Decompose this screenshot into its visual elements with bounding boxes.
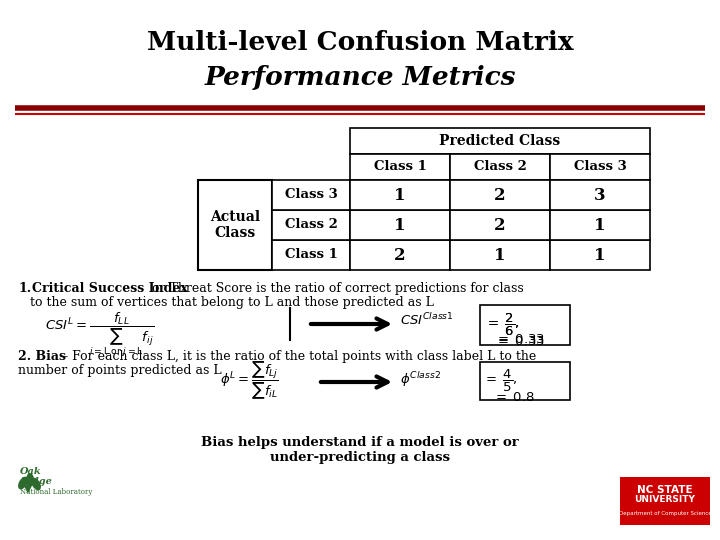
Text: 1: 1: [494, 246, 505, 264]
Text: $=\;\dfrac{2}{6},$: $=\;\dfrac{2}{6},$: [485, 312, 520, 338]
Bar: [450, 240, 550, 270]
Text: Ridge: Ridge: [20, 477, 52, 486]
Text: 2: 2: [394, 246, 406, 264]
Text: 2. Bias: 2. Bias: [18, 350, 66, 363]
Bar: [550, 180, 650, 210]
Text: $\phi^L = \dfrac{\sum f_{Lj}}{\sum f_{iL}}$: $\phi^L = \dfrac{\sum f_{Lj}}{\sum f_{iL…: [220, 360, 279, 402]
Text: $=\;\dfrac{2}{6},$: $=\;\dfrac{2}{6},$: [485, 312, 520, 338]
Text: $=\;\dfrac{4}{5},$: $=\;\dfrac{4}{5},$: [483, 368, 518, 394]
Bar: [350, 128, 650, 154]
Text: Actual
Class: Actual Class: [210, 210, 260, 240]
Bar: [450, 154, 550, 180]
Bar: [350, 154, 450, 180]
Ellipse shape: [26, 473, 34, 487]
Text: Class 3: Class 3: [284, 188, 338, 201]
Bar: [450, 180, 550, 210]
Text: Class 1: Class 1: [284, 248, 338, 261]
Bar: [350, 180, 450, 210]
Text: Oak: Oak: [20, 467, 42, 476]
Text: 1.: 1.: [18, 282, 31, 295]
Text: Bias helps understand if a model is over or
under-predicting a class: Bias helps understand if a model is over…: [201, 436, 519, 464]
Text: 1: 1: [395, 217, 406, 233]
Text: NC STATE: NC STATE: [637, 485, 693, 495]
Text: or Threat Score is the ratio of correct predictions for class: or Threat Score is the ratio of correct …: [148, 282, 523, 295]
Text: Critical Success Index: Critical Success Index: [32, 282, 188, 295]
Text: Predicted Class: Predicted Class: [439, 134, 561, 148]
Bar: [450, 210, 550, 240]
Text: $CSI^{Class1}$: $CSI^{Class1}$: [400, 312, 454, 328]
Text: $=\;0.33$: $=\;0.33$: [495, 333, 545, 346]
Text: Class 2: Class 2: [284, 219, 338, 232]
Bar: [272, 180, 350, 210]
Text: Class 2: Class 2: [474, 160, 526, 173]
Text: - For each class L, it is the ratio of the total points with class label L to th: - For each class L, it is the ratio of t…: [60, 350, 536, 363]
Ellipse shape: [18, 477, 28, 489]
Text: 3: 3: [594, 186, 606, 204]
Text: number of points predicted as L: number of points predicted as L: [18, 364, 222, 377]
Text: 2: 2: [494, 186, 506, 204]
Bar: [620, 477, 710, 525]
Bar: [550, 240, 650, 270]
Bar: [550, 154, 650, 180]
Bar: [350, 240, 450, 270]
Bar: [480, 305, 570, 345]
Bar: [272, 210, 350, 240]
Bar: [198, 180, 272, 270]
Bar: [550, 210, 650, 240]
FancyArrowPatch shape: [25, 478, 31, 492]
Ellipse shape: [31, 477, 41, 490]
Text: Multi-level Confusion Matrix: Multi-level Confusion Matrix: [147, 30, 573, 56]
Text: Class 3: Class 3: [574, 160, 626, 173]
Text: Department of Computer Science: Department of Computer Science: [618, 511, 711, 516]
Text: $=\;0.33$: $=\;0.33$: [495, 335, 545, 348]
Text: $CSI^L = \dfrac{f_{LL}}{\sum_{i=\mathrm{L\;or\;}j=\mathrm{L}} f_{ij}}$: $CSI^L = \dfrac{f_{LL}}{\sum_{i=\mathrm{…: [45, 310, 154, 359]
Text: 2: 2: [494, 217, 506, 233]
Bar: [350, 210, 450, 240]
Text: $=\;0.8$: $=\;0.8$: [493, 391, 535, 404]
Text: 1: 1: [594, 217, 606, 233]
Bar: [480, 362, 570, 400]
Text: 1: 1: [395, 186, 406, 204]
Text: Class 1: Class 1: [374, 160, 426, 173]
Text: to the sum of vertices that belong to L and those predicted as L: to the sum of vertices that belong to L …: [18, 296, 434, 309]
Text: Performance Metrics: Performance Metrics: [204, 64, 516, 90]
Text: 1: 1: [594, 246, 606, 264]
Text: UNIVERSITY: UNIVERSITY: [634, 496, 696, 504]
Bar: [272, 240, 350, 270]
Text: National Laboratory: National Laboratory: [20, 488, 92, 496]
Text: $\phi^{Class2}$: $\phi^{Class2}$: [400, 370, 441, 389]
